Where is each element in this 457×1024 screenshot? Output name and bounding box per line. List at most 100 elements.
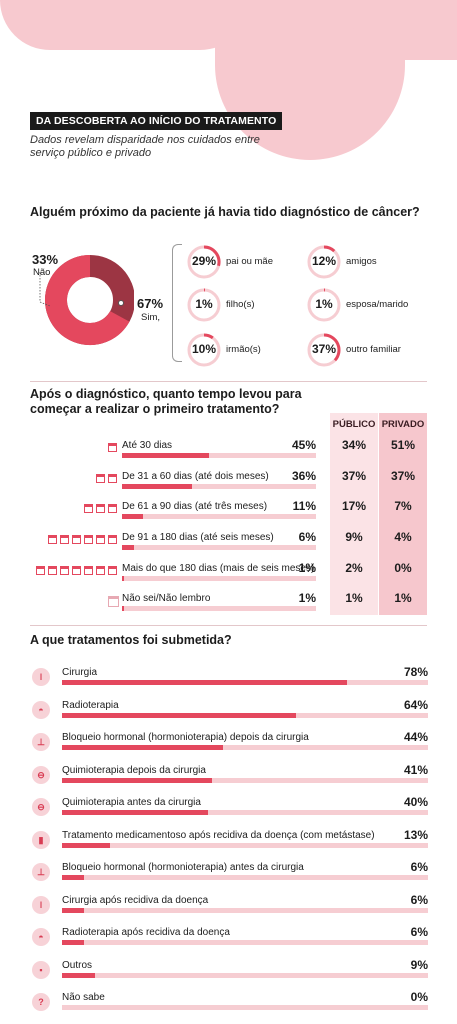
delay-bar-track <box>122 484 316 489</box>
iv-drip-icon: ⊖ <box>32 798 50 816</box>
delay-pct: 36% <box>291 469 316 483</box>
treatment-bar <box>62 745 224 750</box>
relative-ring <box>187 288 221 322</box>
calendar-icon <box>48 535 57 544</box>
donut-yes-marker <box>118 300 124 306</box>
divider-2 <box>30 625 427 626</box>
relative-ring-arc <box>203 333 214 340</box>
delay-label: De 91 a 180 dias (até seis meses) <box>122 532 274 543</box>
privado-value: 51% <box>390 438 416 452</box>
scalpel-icon: ǀ <box>32 668 50 686</box>
calendar-icon <box>108 566 117 575</box>
donut-slice-yes <box>45 255 130 345</box>
treatment-label: Bloqueio hormonal (hormonioterapia) depo… <box>62 732 309 743</box>
publico-header: PÚBLICO <box>332 419 376 430</box>
relative-ring <box>307 333 341 367</box>
publico-value: 9% <box>345 530 363 544</box>
relative-pct: 1% <box>315 297 333 311</box>
privado-value: 4% <box>394 530 412 544</box>
treatment-bar-track <box>62 1005 428 1010</box>
relative-pct: 10% <box>191 342 217 356</box>
treatment-label: Cirurgia após recidiva da doença <box>62 895 209 906</box>
relative-ring-arc <box>323 245 336 253</box>
treatment-label: Tratamento medicamentoso após recidiva d… <box>62 830 375 841</box>
calendar-icon <box>96 566 105 575</box>
treatment-bar <box>62 680 348 685</box>
calendar-icon <box>48 566 57 575</box>
treatment-label: Radioterapia <box>62 700 119 711</box>
delay-pct: 45% <box>291 438 316 452</box>
calendar-icon <box>108 474 117 483</box>
privado-value: 1% <box>394 591 412 605</box>
treatment-bar-track <box>62 843 428 848</box>
treatment-pct: 13% <box>403 828 428 842</box>
calendar-icon <box>36 566 45 575</box>
background-blob-left <box>0 0 250 50</box>
delay-label: De 31 a 60 dias (até dois meses) <box>122 471 269 482</box>
calendar-icon <box>96 504 105 513</box>
treatment-bar <box>62 843 110 848</box>
divider-1 <box>30 381 427 382</box>
publico-value: 2% <box>345 561 363 575</box>
treatment-label: Quimioterapia antes da cirurgia <box>62 797 201 808</box>
donut-yes-pct: 67% <box>137 296 164 311</box>
treatment-pct: 6% <box>410 925 428 939</box>
delay-bar-track <box>122 545 316 550</box>
treatment-label: Quimioterapia depois da cirurgia <box>62 765 206 776</box>
treatment-label: Radioterapia após recidiva da doença <box>62 927 230 938</box>
calendar-icon <box>60 566 69 575</box>
treatment-bar <box>62 908 84 913</box>
no-leader-line <box>39 272 51 307</box>
others-icon: ▪ <box>32 961 50 979</box>
donut-no-label: Não <box>33 267 51 278</box>
relative-label: pai ou mãe <box>226 256 274 267</box>
delay-bar <box>122 576 124 581</box>
treatment-bar <box>62 810 209 815</box>
relative-label: amigos <box>346 256 377 267</box>
treatment-bar-track <box>62 875 428 880</box>
delay-pct: 6% <box>298 530 316 544</box>
delay-bar <box>122 484 192 489</box>
relative-label: outro familiar <box>346 344 401 355</box>
treatment-pct: 78% <box>403 665 428 679</box>
treatment-pct: 6% <box>410 860 428 874</box>
calendar-icon <box>96 474 105 483</box>
q3-title: A que tratamentos foi submetida? <box>30 633 232 647</box>
calendar-icon <box>108 535 117 544</box>
relative-ring <box>187 245 221 279</box>
delay-bar <box>122 545 134 550</box>
privado-value: 0% <box>394 561 412 575</box>
treatment-pct: 40% <box>403 795 428 809</box>
delay-label: De 61 a 90 dias (até três meses) <box>122 501 268 512</box>
delay-bar-track <box>122 514 316 519</box>
relative-ring <box>307 288 341 322</box>
delay-label: Até 30 dias <box>122 440 173 451</box>
publico-column-bg <box>330 413 378 615</box>
q2-title: Após o diagnóstico, quanto tempo levou p… <box>30 387 302 416</box>
section-subtitle: Dados revelam disparidade nos cuidados e… <box>30 134 260 159</box>
publico-value: 1% <box>345 591 363 605</box>
calendar-icon <box>84 535 93 544</box>
delay-label: Mais do que 180 dias (mais de seis meses… <box>122 563 315 574</box>
publico-value: 34% <box>341 438 367 452</box>
privado-header: PRIVADO <box>381 419 425 430</box>
privado-value: 37% <box>390 469 416 483</box>
relative-label: esposa/marido <box>346 299 409 310</box>
privado-value: 7% <box>394 499 412 513</box>
privado-column-bg <box>379 413 427 615</box>
treatment-bar-track <box>62 908 428 913</box>
treatment-bar <box>62 875 84 880</box>
scalpel-icon: ǀ <box>32 896 50 914</box>
treatment-bar <box>62 973 95 978</box>
relatives-bracket <box>172 244 182 362</box>
calendar-icon <box>60 535 69 544</box>
treatment-bar-track <box>62 778 428 783</box>
relative-pct: 12% <box>311 254 337 268</box>
publico-value: 37% <box>341 469 367 483</box>
delay-bar-track <box>122 606 316 611</box>
radiation-machine-icon: ◓ <box>32 928 50 946</box>
treatment-pct: 9% <box>410 958 428 972</box>
calendar-icon <box>72 535 81 544</box>
calendar-icon <box>84 504 93 513</box>
question-icon: ? <box>32 993 50 1011</box>
